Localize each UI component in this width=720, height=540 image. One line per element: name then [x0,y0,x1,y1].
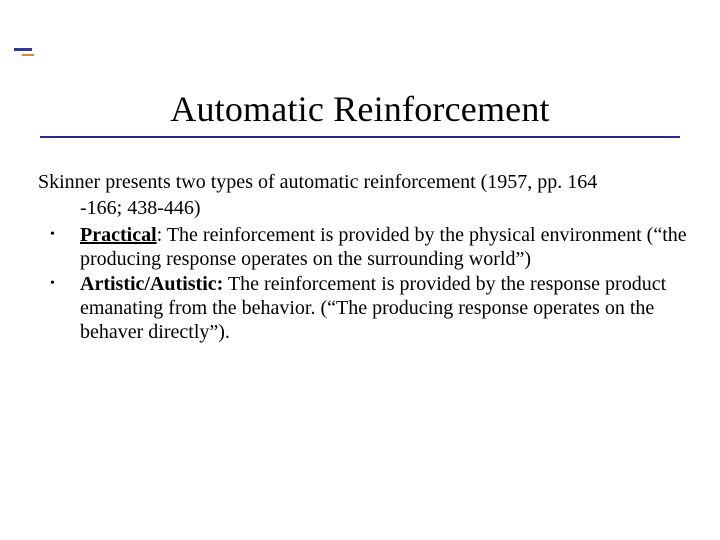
bullet-label: Artistic/Autistic: [80,273,223,295]
bullet-body: : The reinforcement is provided by the p… [80,224,687,270]
bullet-label: Practical [80,224,157,246]
title-underline [40,136,680,138]
corner-accent [14,42,32,56]
bullet-item: • Artistic/Autistic: The reinforcement i… [38,272,688,345]
intro-line-1: Skinner presents two types of automatic … [38,170,688,194]
slide-title: Automatic Reinforcement [0,88,720,130]
bullet-text: Artistic/Autistic: The reinforcement is … [80,272,688,345]
body-text: Skinner presents two types of automatic … [38,170,688,345]
bullet-text: Practical: The reinforcement is provided… [80,223,688,272]
intro-line-2: -166; 438-446) [38,196,688,220]
bullet-glyph: • [38,223,80,247]
bullet-item: • Practical: The reinforcement is provid… [38,223,688,272]
accent-bar-blue [14,48,32,51]
accent-bar-orange [22,54,34,56]
bullet-glyph: • [38,272,80,296]
slide: Automatic Reinforcement Skinner presents… [0,0,720,540]
